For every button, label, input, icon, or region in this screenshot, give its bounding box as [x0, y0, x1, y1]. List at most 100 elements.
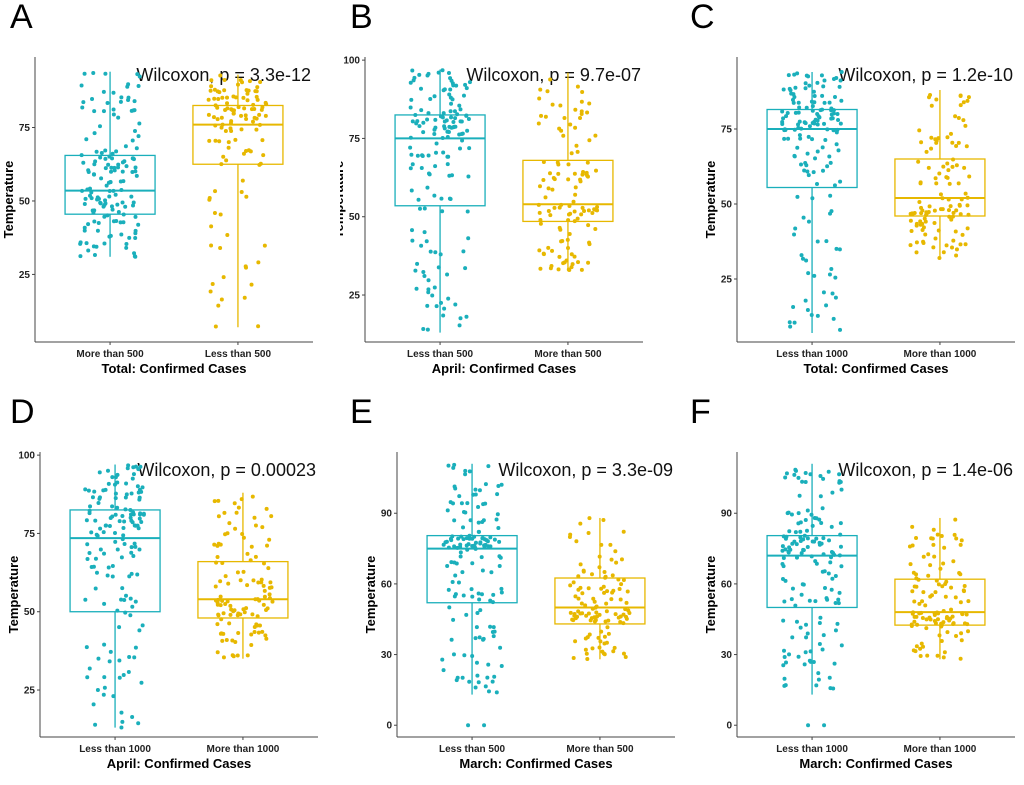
- data-point: [794, 619, 799, 624]
- data-point: [799, 551, 804, 556]
- data-point: [84, 645, 89, 650]
- wilcoxon-annotation: Wilcoxon, p = 1.2e-10: [838, 65, 1013, 85]
- data-point: [96, 220, 101, 225]
- data-point: [473, 487, 478, 492]
- data-point: [935, 617, 940, 622]
- data-point: [575, 149, 580, 154]
- box-iqr: [894, 158, 986, 217]
- data-point: [829, 549, 834, 554]
- data-point: [610, 590, 615, 595]
- data-point: [467, 533, 472, 538]
- data-point: [434, 141, 439, 146]
- data-point: [910, 543, 915, 548]
- data-point: [243, 113, 248, 118]
- data-point: [209, 84, 214, 89]
- data-point: [445, 272, 450, 277]
- data-point: [445, 508, 450, 513]
- data-point: [459, 534, 464, 539]
- data-point: [944, 616, 949, 621]
- data-point: [499, 664, 504, 669]
- data-point: [813, 599, 818, 604]
- data-point: [781, 116, 786, 121]
- data-point: [269, 514, 274, 519]
- data-point: [576, 596, 581, 601]
- data-point: [458, 107, 463, 112]
- data-point: [132, 655, 137, 660]
- data-point: [811, 89, 816, 94]
- data-point: [956, 116, 961, 121]
- data-point: [798, 136, 803, 141]
- data-point: [222, 77, 227, 82]
- box-iqr: [766, 534, 858, 609]
- data-point: [599, 542, 604, 547]
- data-point: [103, 166, 108, 171]
- data-point: [432, 285, 437, 290]
- data-point: [463, 82, 468, 87]
- data-point: [426, 290, 431, 295]
- data-point: [595, 204, 600, 209]
- data-point: [576, 260, 581, 265]
- data-point: [447, 124, 452, 129]
- data-point: [105, 573, 110, 578]
- data-point: [132, 254, 137, 259]
- data-point: [590, 211, 595, 216]
- data-point: [562, 116, 567, 121]
- data-point: [782, 648, 787, 653]
- data-point: [838, 532, 843, 537]
- data-point: [135, 572, 140, 577]
- data-point: [426, 278, 431, 283]
- data-point: [962, 165, 967, 170]
- data-point: [464, 314, 469, 319]
- data-point: [84, 518, 89, 523]
- data-point: [797, 133, 802, 138]
- data-point: [617, 587, 622, 592]
- y-tick-label: 0: [726, 721, 732, 732]
- data-point: [580, 611, 585, 616]
- data-point: [808, 649, 813, 654]
- wilcoxon-annotation: Wilcoxon, p = 3.3e-12: [136, 65, 311, 85]
- data-point: [914, 250, 919, 255]
- data-point: [121, 220, 126, 225]
- data-point: [452, 109, 457, 114]
- data-point: [920, 599, 925, 604]
- data-point: [207, 197, 212, 202]
- data-point: [107, 659, 112, 664]
- data-point: [918, 180, 923, 185]
- data-point: [218, 579, 223, 584]
- data-point: [490, 629, 495, 634]
- data-point: [446, 587, 451, 592]
- data-point: [924, 617, 929, 622]
- data-point: [597, 565, 602, 570]
- data-point: [440, 68, 445, 73]
- panel-letter: D: [10, 393, 35, 431]
- data-point: [614, 560, 619, 565]
- data-point: [494, 517, 499, 522]
- data-point: [136, 222, 141, 227]
- data-point: [831, 316, 836, 321]
- data-point: [961, 100, 966, 105]
- data-point: [258, 79, 263, 84]
- data-point: [790, 635, 795, 640]
- data-point: [621, 651, 626, 656]
- data-point: [564, 258, 569, 263]
- data-point: [240, 178, 245, 183]
- data-point: [257, 112, 262, 117]
- data-point: [483, 482, 488, 487]
- data-point: [94, 570, 99, 575]
- data-point: [458, 550, 463, 555]
- data-point: [796, 654, 801, 659]
- data-point: [113, 496, 118, 501]
- data-point: [788, 88, 793, 93]
- box-iqr: [894, 578, 986, 626]
- data-point: [129, 491, 134, 496]
- data-point: [820, 506, 825, 511]
- data-point: [599, 586, 604, 591]
- data-point: [248, 558, 253, 563]
- data-point: [940, 207, 945, 212]
- data-point: [944, 579, 949, 584]
- data-point: [452, 462, 457, 467]
- data-point: [557, 254, 562, 259]
- data-point: [228, 612, 233, 617]
- data-point: [445, 134, 450, 139]
- data-point: [434, 150, 439, 155]
